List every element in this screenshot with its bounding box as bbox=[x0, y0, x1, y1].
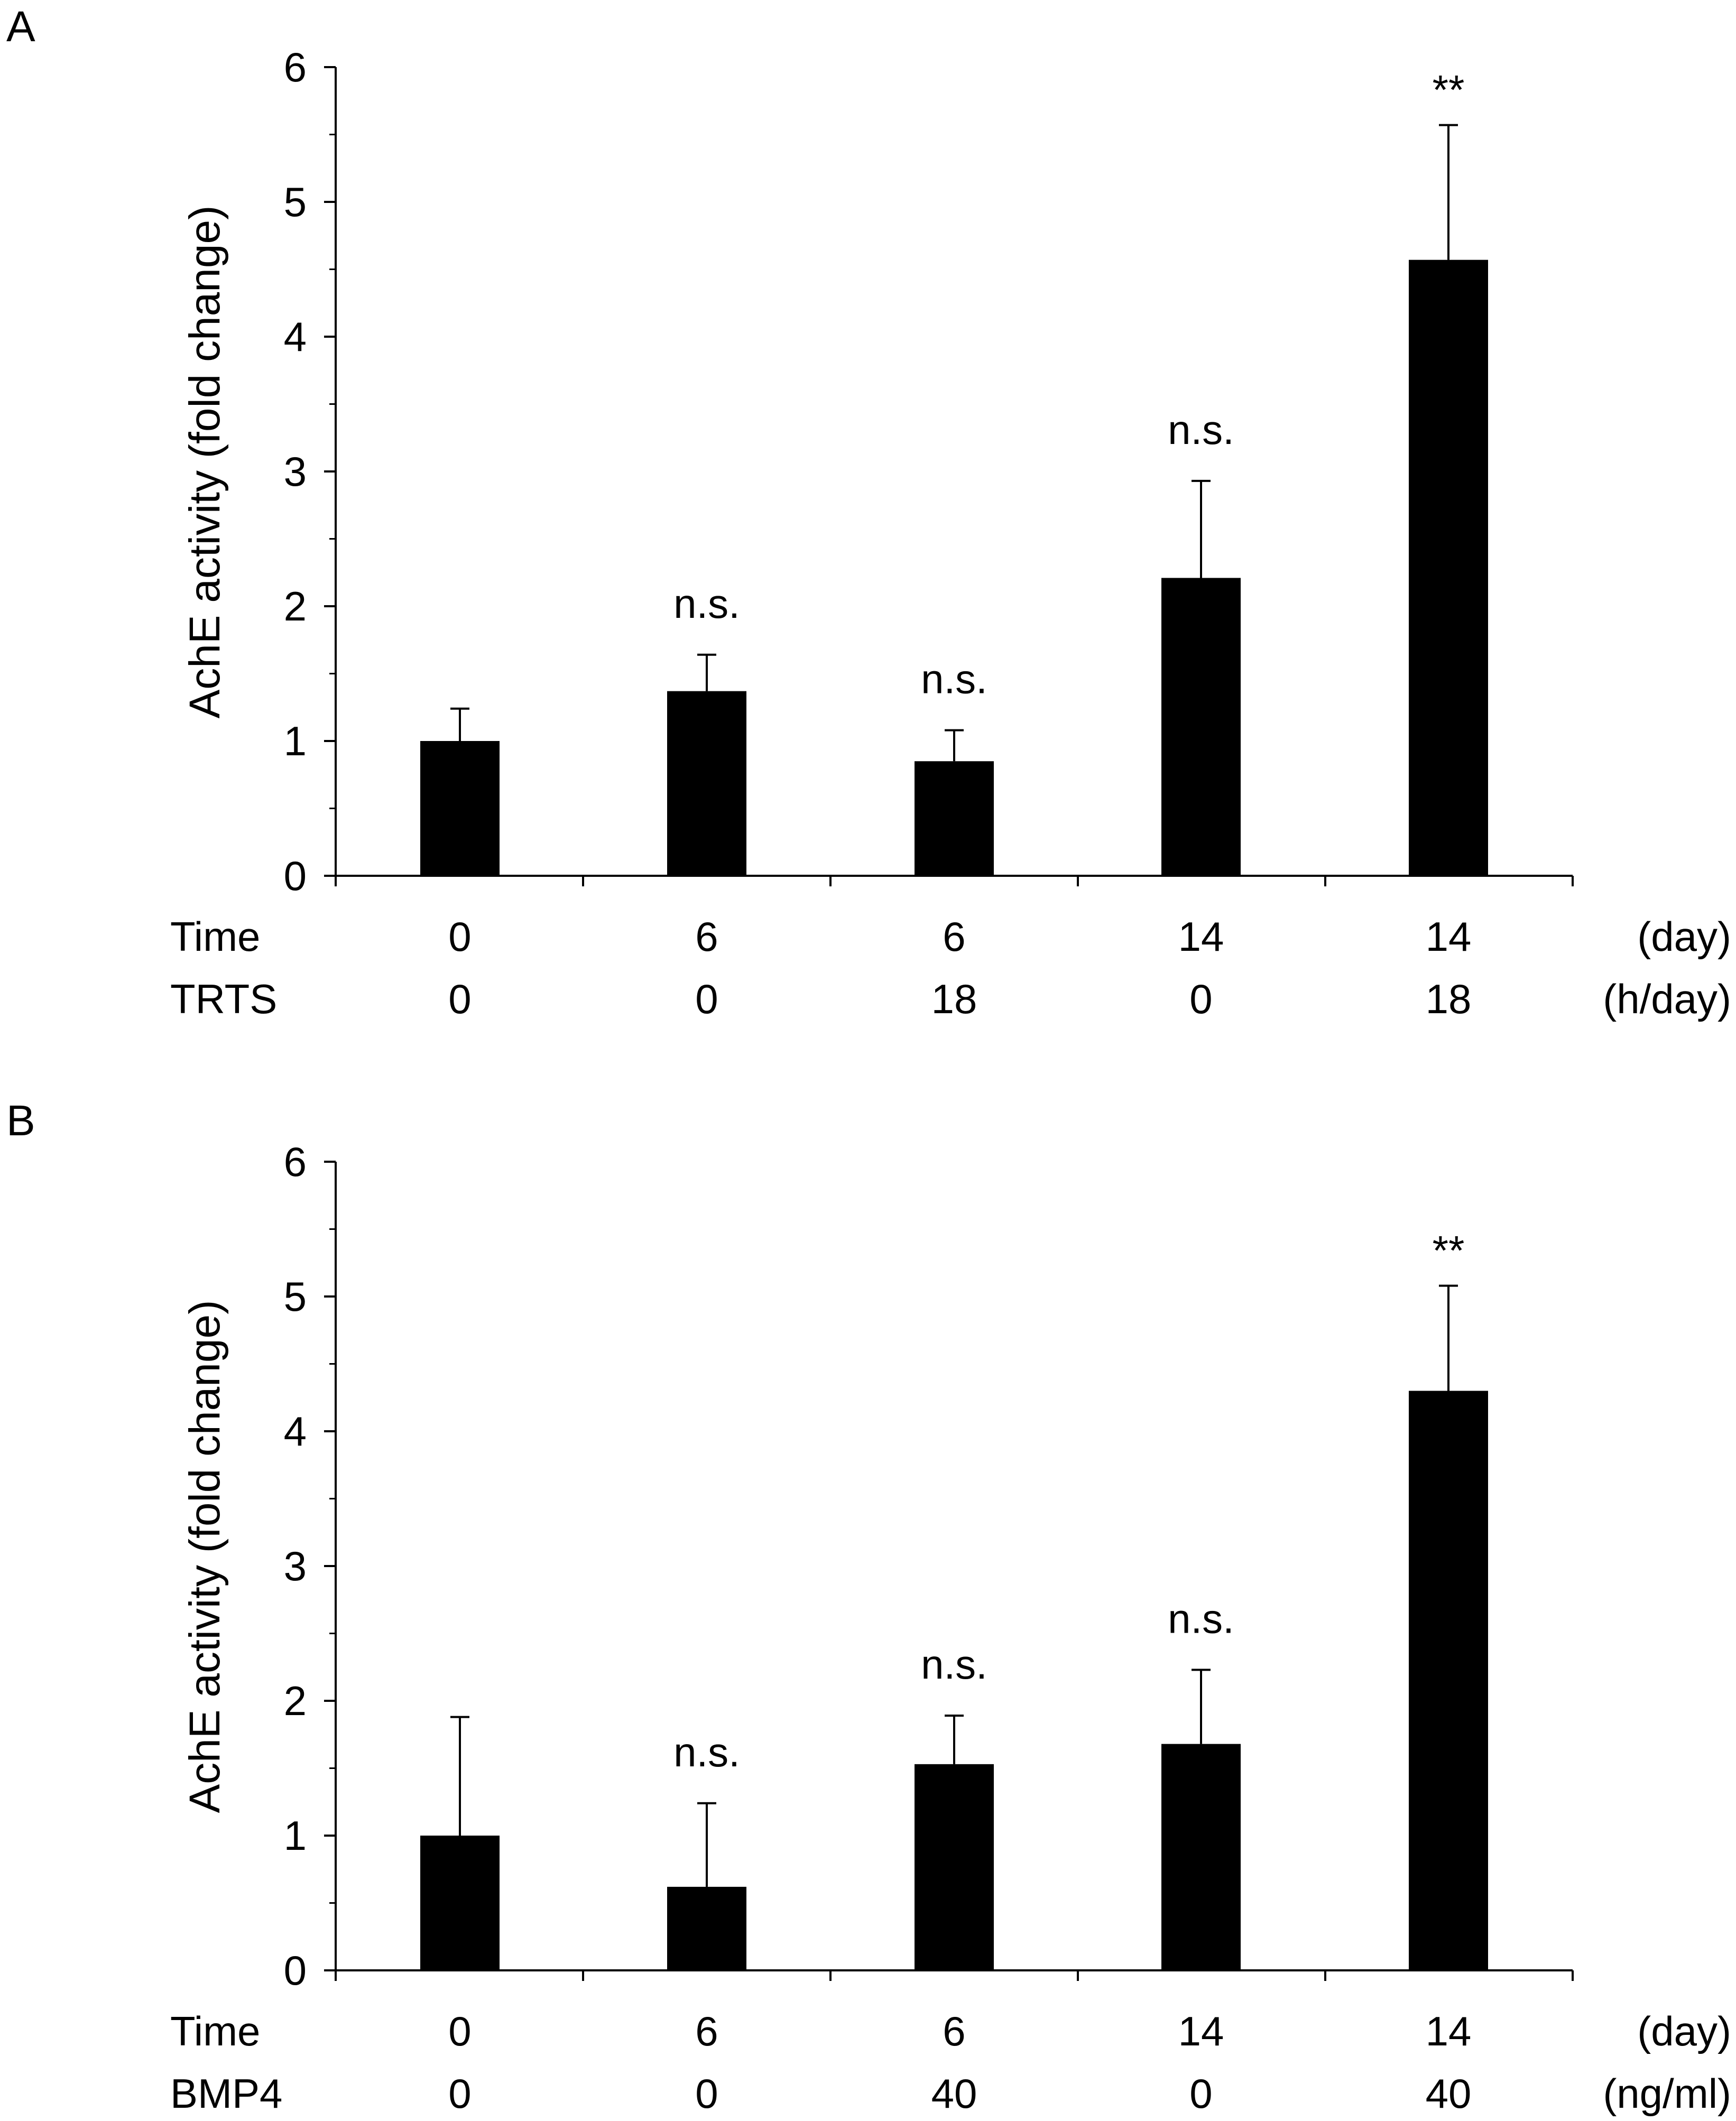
panel-b-letter: B bbox=[6, 1097, 35, 1145]
panel-b-row-value: 40 bbox=[1426, 2070, 1472, 2117]
panel-b-y-tick-label: 0 bbox=[284, 1947, 307, 1994]
panel-a-row-value: 0 bbox=[448, 976, 471, 1022]
panel-b-bar bbox=[420, 1836, 500, 1970]
panel-b-bar bbox=[915, 1764, 994, 1970]
panel-a-bar bbox=[667, 691, 746, 876]
panel-b-significance-label: ** bbox=[1433, 1227, 1465, 1274]
panel-b-row-value: 6 bbox=[943, 2008, 965, 2054]
panel-a-y-tick-label: 6 bbox=[284, 44, 307, 90]
panel-b-ns-label: n.s. bbox=[921, 1641, 987, 1688]
panel-a-row-value: 18 bbox=[1426, 976, 1472, 1022]
panel-b-bar bbox=[1409, 1391, 1488, 1970]
panel-a-y-tick-label: 4 bbox=[284, 313, 307, 360]
panel-a-row-value: 0 bbox=[695, 976, 718, 1022]
panel-a-y-tick-label: 5 bbox=[284, 179, 307, 225]
panel-a-row-value: 0 bbox=[1189, 976, 1212, 1022]
panel-b-row-value: 0 bbox=[448, 2070, 471, 2117]
panel-b-row-unit: (ng/ml) bbox=[1603, 2070, 1731, 2117]
panel-b-y-tick-label: 2 bbox=[284, 1678, 307, 1724]
panel-b-ns-label: n.s. bbox=[1168, 1595, 1234, 1642]
panel-a-bar bbox=[1161, 578, 1241, 876]
panel-b-row-label: BMP4 bbox=[170, 2070, 282, 2117]
panel-a-row-value: 6 bbox=[943, 913, 965, 960]
panel-a-letter: A bbox=[6, 3, 35, 51]
panel-b-row-value: 14 bbox=[1178, 2008, 1224, 2054]
panel-a-significance-label: ** bbox=[1433, 67, 1465, 113]
panel-b-plot: 0 1 2 3 4 5 6 n.s. n.s. n.s. ** Time 0 6 6 14 14 (day) BMP… bbox=[170, 1138, 1731, 2117]
panel-b-bar bbox=[667, 1886, 746, 1970]
panel-b-row-value: 6 bbox=[695, 2008, 718, 2054]
panel-a-row-value: 18 bbox=[931, 976, 977, 1022]
panel-a-y-tick-label: 2 bbox=[284, 583, 307, 629]
panel-b-row-value: 0 bbox=[695, 2070, 718, 2117]
panel-b-y-tick-label: 4 bbox=[284, 1408, 307, 1455]
panel-b-ns-label: n.s. bbox=[673, 1729, 740, 1775]
panel-a-bar bbox=[1409, 260, 1488, 876]
panel-a-row-label: Time bbox=[170, 913, 260, 960]
panel-a-row-value: 14 bbox=[1426, 913, 1472, 960]
panel-b-y-tick-label: 6 bbox=[284, 1138, 307, 1185]
panel-b-bar bbox=[1161, 1744, 1241, 1970]
panel-a-row-value: 6 bbox=[695, 913, 718, 960]
panel-b-row-unit: (day) bbox=[1637, 2008, 1731, 2054]
panel-b-y-tick-label: 1 bbox=[284, 1812, 307, 1859]
panel-b-row-value: 0 bbox=[448, 2008, 471, 2054]
panel-b-y-tick-label: 3 bbox=[284, 1543, 307, 1589]
panel-a-plot: 0 1 2 3 4 5 6 n.s. n.s. n.s. ** Time 0 6 6 14 14 (day) TRT… bbox=[170, 44, 1731, 1022]
panel-a-row-value: 0 bbox=[448, 913, 471, 960]
panel-b-row-label: Time bbox=[170, 2008, 260, 2054]
panel-a-y-tick-label: 3 bbox=[284, 448, 307, 495]
panel-a-y-axis-label: AchE activity (fold change) bbox=[181, 206, 229, 719]
panel-a-ns-label: n.s. bbox=[921, 656, 987, 702]
panel-b-row-value: 40 bbox=[931, 2070, 977, 2117]
panel-a: A AchE activity (fold change) 0 1 2 3 4 5 6 n.s… bbox=[6, 3, 1731, 1022]
panel-a-row-unit: (day) bbox=[1637, 913, 1731, 960]
panel-a-row-unit: (h/day) bbox=[1603, 976, 1731, 1022]
panel-a-row-label: TRTS bbox=[170, 976, 277, 1022]
panel-b-y-axis-label: AchE activity (fold change) bbox=[181, 1300, 229, 1813]
panel-a-ns-label: n.s. bbox=[1168, 406, 1234, 453]
panel-a-ns-label: n.s. bbox=[673, 580, 740, 627]
panel-b-row-value: 14 bbox=[1426, 2008, 1472, 2054]
panel-b: B AchE activity (fold change) 0 1 2 3 4 5 6 n.s… bbox=[6, 1097, 1731, 2117]
panel-a-y-tick-label: 1 bbox=[284, 718, 307, 764]
panel-b-y-tick-label: 5 bbox=[284, 1273, 307, 1320]
panel-a-bar bbox=[915, 761, 994, 876]
panel-a-row-value: 14 bbox=[1178, 913, 1224, 960]
panel-a-bar bbox=[420, 741, 500, 876]
panel-b-row-value: 0 bbox=[1189, 2070, 1212, 2117]
panel-a-y-tick-label: 0 bbox=[284, 853, 307, 899]
